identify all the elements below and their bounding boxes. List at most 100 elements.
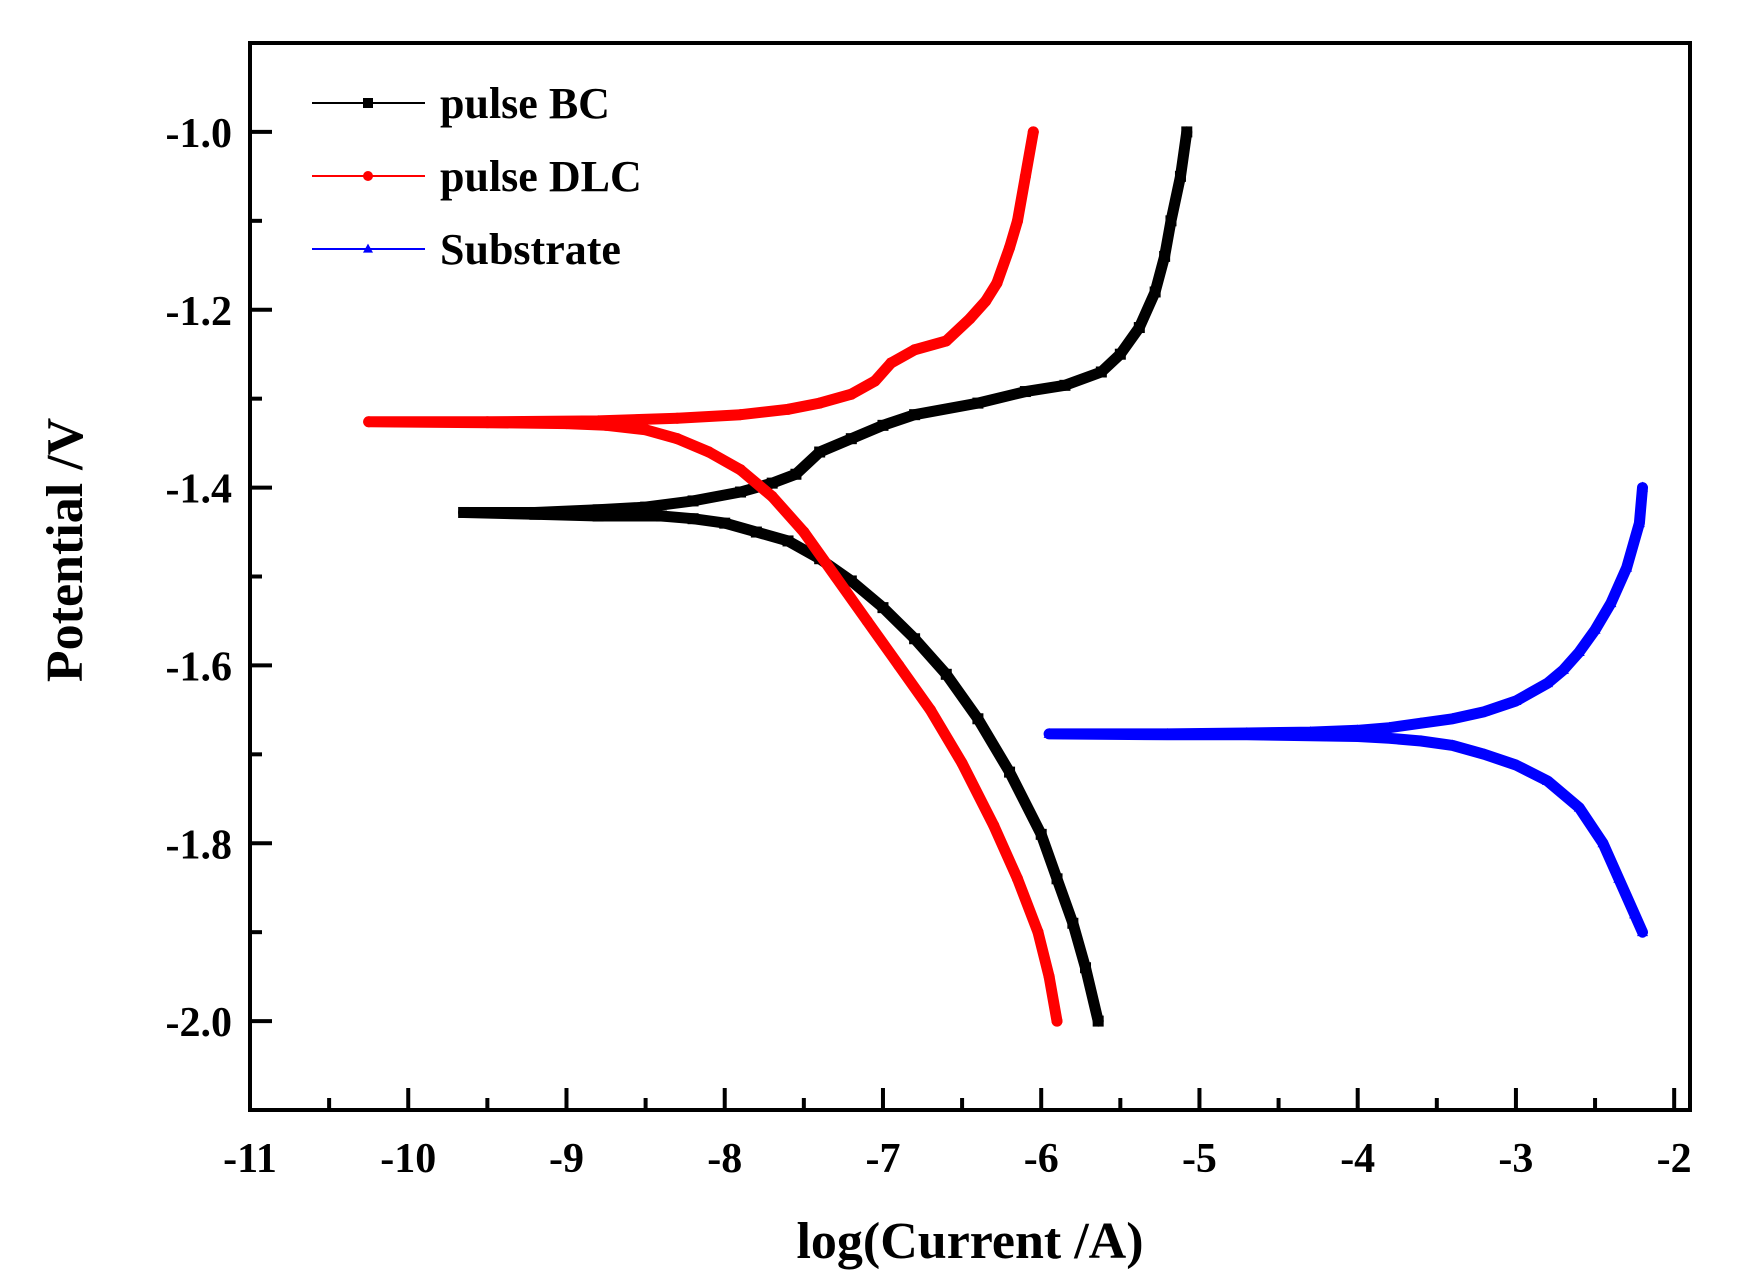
data-point	[980, 295, 992, 307]
data-point	[1027, 126, 1039, 138]
data-point	[845, 575, 857, 587]
data-point	[687, 495, 699, 507]
legend-item-substrate: Substrate	[312, 225, 621, 274]
data-point	[1629, 908, 1641, 919]
data-point	[814, 446, 826, 458]
y-tick-label: -1.8	[166, 822, 233, 868]
data-point	[1165, 215, 1177, 227]
data-point	[560, 418, 572, 430]
data-point	[1637, 926, 1649, 937]
x-axis: -11 -10 -9 -8 -7 -6 -5 -4 -3 -2	[223, 1088, 1692, 1182]
data-point	[458, 506, 470, 518]
series-pulse-dlc	[363, 126, 1063, 1027]
x-tick-label: -11	[223, 1136, 277, 1182]
data-point	[877, 602, 889, 614]
data-point	[972, 397, 984, 409]
data-point	[1415, 735, 1427, 745]
y-tick-label: -1.2	[166, 289, 233, 335]
data-point	[1011, 873, 1023, 885]
data-point	[1095, 366, 1107, 378]
data-point	[1092, 1015, 1104, 1027]
data-point	[1510, 759, 1522, 769]
data-point	[671, 433, 683, 445]
data-point	[1557, 663, 1569, 674]
x-tick-label: -4	[1340, 1136, 1375, 1182]
data-point	[1059, 379, 1071, 391]
data-point	[829, 571, 841, 582]
data-point	[1043, 727, 1055, 738]
data-point	[877, 419, 889, 431]
legend: pulse BC pulse DLC Substrate	[312, 79, 642, 274]
data-point	[1415, 717, 1427, 728]
data-point	[1589, 623, 1601, 634]
data-point	[1181, 126, 1193, 138]
data-point	[1004, 766, 1016, 778]
x-tick-label: -7	[865, 1136, 900, 1182]
x-tick-label: -6	[1024, 1136, 1059, 1182]
data-point	[1019, 386, 1031, 398]
legend-marker	[363, 243, 373, 253]
data-point	[909, 344, 921, 356]
data-point	[1605, 597, 1617, 608]
data-point	[988, 819, 1000, 831]
legend-item-pulse-bc: pulse BC	[312, 79, 610, 128]
y-axis-label: Potential /V	[37, 418, 94, 682]
data-point	[1447, 739, 1459, 750]
data-point	[1032, 926, 1044, 938]
data-point	[529, 508, 541, 520]
data-point	[893, 659, 905, 671]
data-point	[1051, 873, 1063, 885]
data-point	[1051, 1015, 1063, 1027]
data-point	[956, 757, 968, 769]
data-point	[1573, 801, 1585, 812]
data-point	[1149, 286, 1161, 298]
data-point	[991, 277, 1003, 289]
data-point	[909, 409, 921, 421]
data-point	[1352, 730, 1364, 741]
series-line	[1043, 482, 1648, 938]
data-point	[972, 713, 984, 725]
data-point	[766, 477, 778, 489]
data-point	[1304, 729, 1316, 740]
data-point	[600, 419, 612, 431]
data-point	[750, 526, 762, 538]
data-point	[869, 375, 881, 387]
data-point	[940, 335, 952, 347]
data-point	[655, 510, 667, 522]
data-point	[1621, 561, 1633, 572]
data-point	[735, 409, 747, 421]
data-point	[735, 486, 747, 498]
data-point	[782, 403, 794, 415]
data-point	[845, 433, 857, 445]
data-point	[1067, 917, 1079, 929]
y-tick-label: -2.0	[166, 1000, 233, 1046]
x-axis-label: log(Current /A)	[796, 1213, 1143, 1270]
data-point	[1159, 250, 1171, 262]
data-point	[1383, 732, 1395, 743]
data-point	[1241, 728, 1253, 739]
data-point	[1004, 242, 1016, 254]
y-tick-label: -1.4	[166, 467, 233, 513]
data-point	[1043, 971, 1055, 983]
legend-label: pulse DLC	[440, 152, 642, 201]
data-point	[719, 517, 731, 529]
data-point	[1114, 348, 1126, 360]
y-tick-label: -1.6	[166, 644, 233, 690]
data-point	[1011, 215, 1023, 227]
data-point	[671, 412, 683, 424]
data-point	[1162, 728, 1174, 739]
data-point	[790, 468, 802, 480]
data-point	[1035, 828, 1047, 840]
legend-marker	[363, 98, 373, 108]
data-point	[845, 388, 857, 400]
data-point	[798, 526, 810, 538]
y-tick-label: -1.0	[166, 111, 233, 157]
x-tick-label: -5	[1182, 1136, 1217, 1182]
data-point	[687, 513, 699, 525]
data-point	[1597, 837, 1609, 848]
data-point	[766, 490, 778, 502]
data-point	[1613, 872, 1625, 883]
x-tick-label: -3	[1498, 1136, 1533, 1182]
data-point	[1478, 748, 1490, 759]
